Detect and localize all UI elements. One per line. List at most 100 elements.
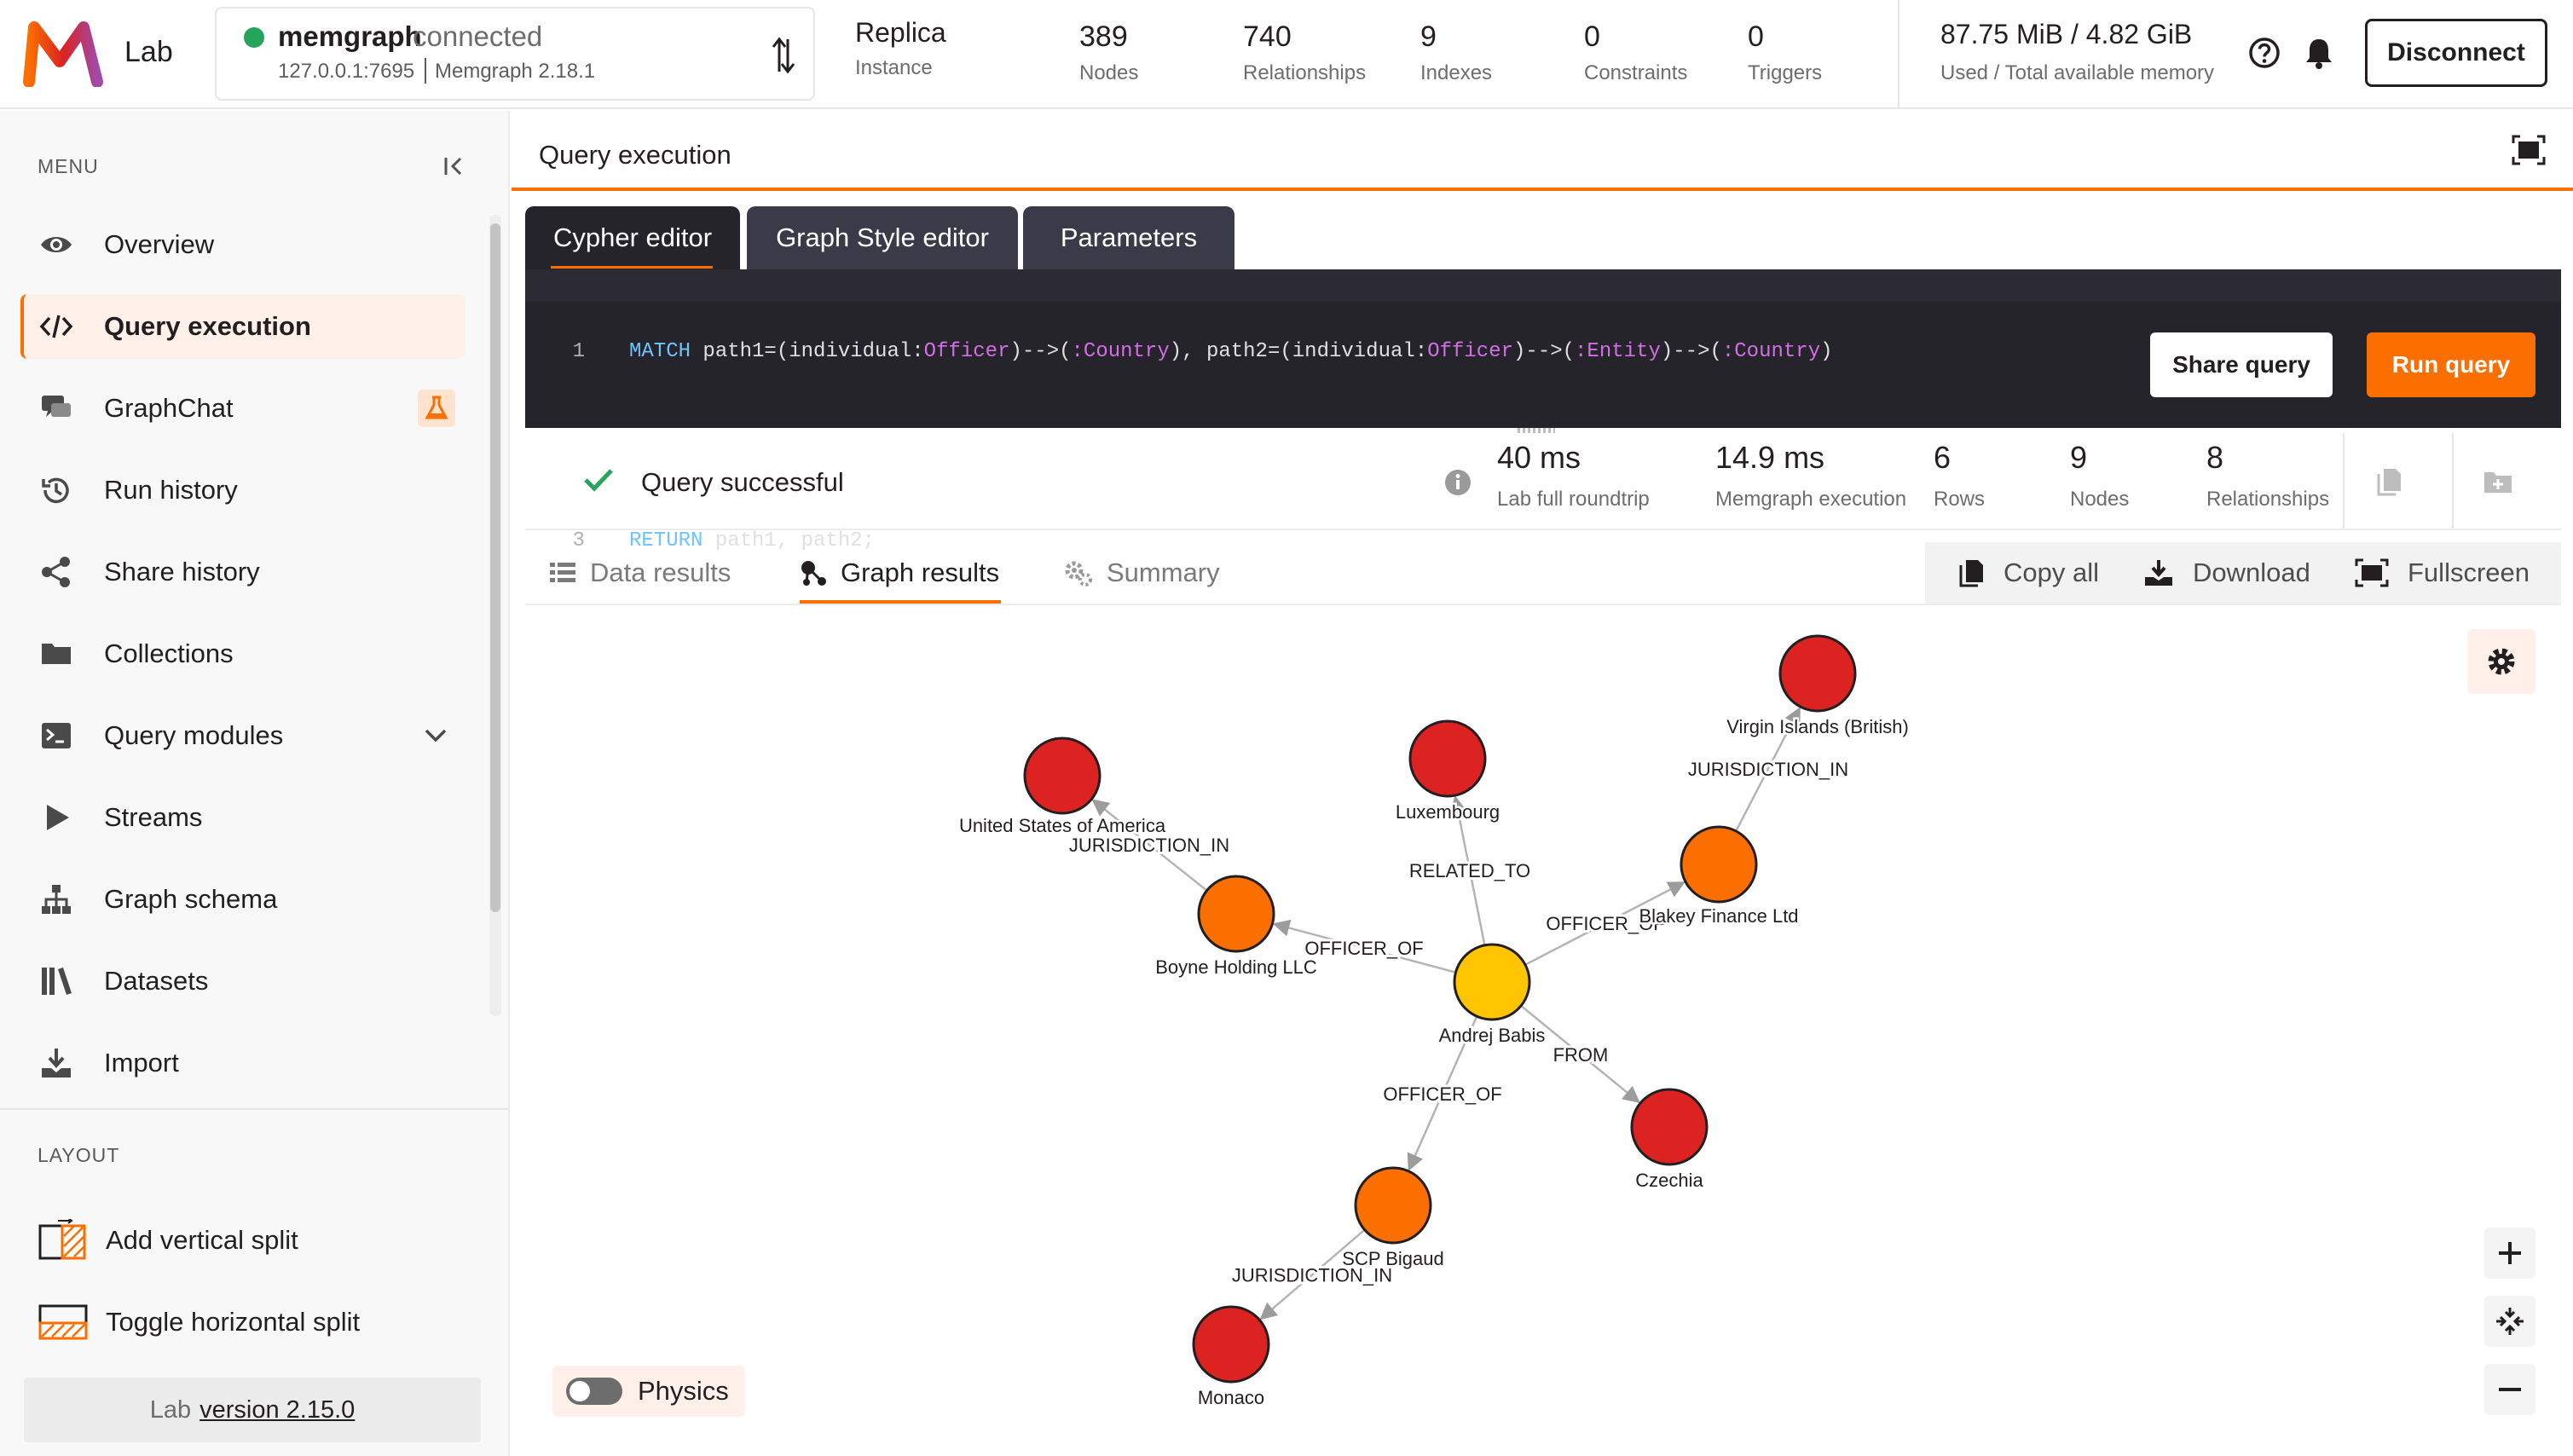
sidebar-item-query-execution[interactable]: Query execution — [20, 294, 465, 359]
stat-indexes-label: Indexes — [1420, 61, 1493, 84]
lab-version-link[interactable]: version 2.15.0 — [199, 1395, 356, 1424]
connection-panel[interactable]: memgraph connected 127.0.0.1:7695 Memgra… — [215, 7, 815, 101]
tab-graph-results[interactable]: Graph results — [800, 558, 999, 588]
graph-edge[interactable] — [1272, 919, 1456, 974]
graph-edge[interactable] — [1735, 707, 1801, 832]
layout-section-label: LAYOUT — [38, 1144, 120, 1166]
info-icon[interactable] — [1444, 469, 1472, 496]
sidebar-item-share-history[interactable]: Share history — [24, 540, 469, 604]
zoom-out-button[interactable] — [2484, 1364, 2535, 1415]
result-tabs-bar: Data results Graph results Summary Copy … — [525, 542, 2561, 605]
tab-parameters[interactable]: Parameters — [1023, 206, 1234, 269]
center-icon — [2496, 1308, 2524, 1335]
metric-relationships-value: 8 — [2206, 440, 2224, 475]
metric-execution-value: 14.9 ms — [1715, 440, 1825, 475]
graph-canvas[interactable]: OFFICER_OF OFFICER_OF OFFICER_OF FROM RELATE… — [525, 607, 2561, 1446]
sidebar-item-label: Datasets — [104, 966, 209, 996]
sidebar-item-collections[interactable]: Collections — [24, 621, 469, 686]
query-panel-header: Query execution — [512, 111, 2573, 191]
graph-edge[interactable] — [1407, 1015, 1478, 1171]
graph-node-label: Andrej Babis — [1439, 1025, 1546, 1046]
physics-switch-knob — [570, 1381, 590, 1401]
gears-icon — [1065, 561, 1092, 586]
play-icon — [39, 800, 73, 835]
graph-edge[interactable] — [1524, 881, 1685, 966]
sidebar-item-datasets[interactable]: Datasets — [24, 949, 469, 1014]
tab-graph-style-editor[interactable]: Graph Style editor — [747, 206, 1018, 269]
line-number: 3 — [572, 529, 585, 552]
query-status-text: Query successful — [641, 467, 844, 497]
sidebar-item-import[interactable]: Import — [24, 1031, 469, 1095]
graph-node-boyne[interactable] — [1197, 875, 1275, 953]
cypher-code-editor[interactable]: 1 MATCH path1=(individual:Officer)-->(:Co… — [525, 269, 2561, 647]
graph-edge[interactable] — [1520, 1004, 1640, 1104]
chevron-down-icon[interactable] — [423, 725, 448, 746]
copy-results-icon[interactable] — [2377, 467, 2402, 496]
action-label: Download — [2193, 558, 2310, 587]
graph-edge[interactable] — [1449, 795, 1486, 946]
sidebar-item-streams[interactable]: Streams — [24, 785, 469, 850]
collapse-sidebar-icon[interactable] — [442, 153, 467, 179]
graph-node-label: Luxembourg — [1396, 801, 1500, 823]
sidebar-item-query-modules[interactable]: Query modules — [24, 703, 469, 768]
graph-icon — [801, 561, 826, 586]
run-query-button[interactable]: Run query — [2367, 332, 2535, 397]
notifications-bell-icon[interactable] — [2304, 36, 2334, 70]
graph-settings-button[interactable] — [2467, 629, 2535, 694]
physics-switch[interactable] — [566, 1378, 622, 1405]
folder-icon — [39, 637, 73, 671]
fit-view-button[interactable] — [2484, 1296, 2535, 1347]
chat-icon — [39, 391, 73, 425]
sidebar-scroll-thumb[interactable] — [490, 223, 500, 912]
divider — [2452, 433, 2454, 529]
toggle-horizontal-split-button[interactable]: Toggle horizontal split — [24, 1290, 469, 1355]
line-number: 1 — [572, 340, 585, 363]
memory-label: Used / Total available memory — [1940, 61, 2215, 84]
share-query-button[interactable]: Share query — [2150, 332, 2333, 397]
graph-node-cze[interactable] — [1630, 1088, 1709, 1166]
tab-summary[interactable]: Summary — [1064, 558, 1220, 588]
graph-node-mon[interactable] — [1192, 1305, 1270, 1384]
graph-node-usa[interactable] — [1023, 737, 1101, 815]
graph-edge[interactable] — [1259, 1228, 1366, 1320]
sidebar-item-overview[interactable]: Overview — [24, 212, 469, 277]
sidebar-item-graphchat[interactable]: GraphChat — [24, 376, 469, 441]
lab-version-footer: Lab version 2.15.0 — [24, 1378, 481, 1442]
sidebar-scrollbar[interactable] — [489, 215, 501, 1016]
add-vertical-split-button[interactable]: Add vertical split — [24, 1208, 469, 1273]
maximize-panel-icon[interactable] — [2512, 135, 2546, 165]
physics-toggle[interactable]: Physics — [552, 1366, 745, 1417]
connection-status-dot — [244, 27, 264, 48]
graph-edge[interactable] — [1091, 799, 1208, 892]
sidebar-item-label: Share history — [104, 557, 260, 586]
graph-node-scp[interactable] — [1354, 1166, 1432, 1245]
copy-all-button[interactable]: Copy all — [1959, 558, 2099, 588]
fullscreen-button[interactable]: Fullscreen — [2355, 558, 2530, 588]
graph-node-blakey[interactable] — [1680, 825, 1758, 904]
disconnect-button[interactable]: Disconnect — [2365, 19, 2547, 87]
memgraph-version: Memgraph 2.18.1 — [435, 60, 596, 83]
sidebar-item-run-history[interactable]: Run history — [24, 458, 469, 523]
graph-node-bvi[interactable] — [1778, 634, 1857, 713]
help-icon[interactable] — [2247, 36, 2281, 70]
editor-resize-handle[interactable] — [1518, 428, 1555, 433]
connection-address: 127.0.0.1:7695 — [278, 60, 415, 83]
save-to-collection-icon[interactable] — [2483, 469, 2513, 494]
metric-nodes-value: 9 — [2070, 440, 2088, 475]
eye-icon — [39, 228, 73, 262]
switch-connection-icon[interactable] — [771, 34, 796, 77]
zoom-in-button[interactable] — [2484, 1228, 2535, 1279]
tab-label: Cypher editor — [552, 222, 713, 252]
menu-section-label: MENU — [38, 155, 99, 177]
download-icon — [2145, 560, 2172, 586]
tab-data-results[interactable]: Data results — [549, 558, 731, 588]
sidebar-item-label: Collections — [104, 638, 234, 668]
download-button[interactable]: Download — [2143, 558, 2310, 588]
graph-visualization[interactable]: OFFICER_OF OFFICER_OF OFFICER_OF FROM RELATE… — [525, 607, 2561, 1446]
tab-cypher-editor[interactable]: Cypher editor — [525, 206, 740, 269]
graph-node-lux[interactable] — [1408, 719, 1487, 798]
graph-node-babis[interactable] — [1453, 943, 1531, 1021]
layout-item-label: Add vertical split — [106, 1225, 298, 1255]
graph-node-label: SCP Bigaud — [1342, 1248, 1443, 1269]
sidebar-item-graph-schema[interactable]: Graph schema — [24, 867, 469, 932]
